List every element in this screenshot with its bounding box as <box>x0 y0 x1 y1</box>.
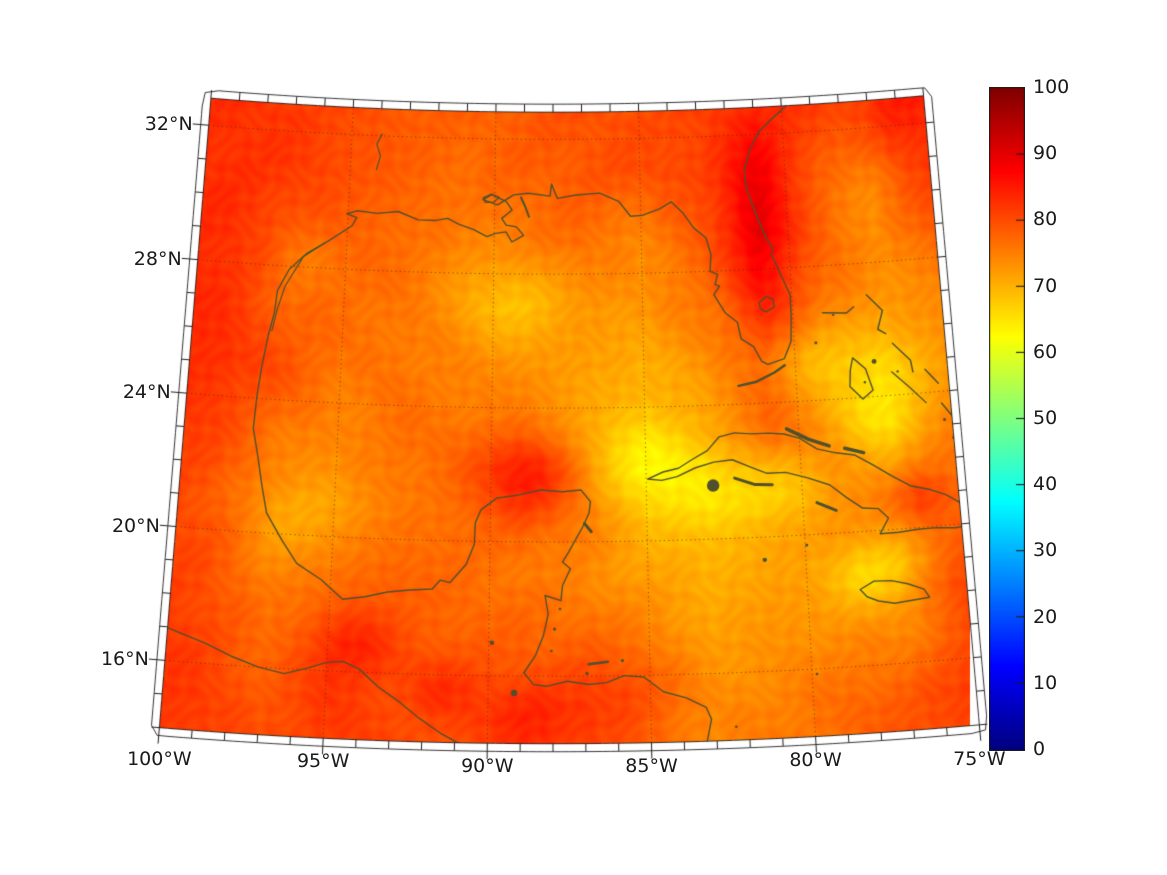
colorbar <box>989 87 1025 751</box>
